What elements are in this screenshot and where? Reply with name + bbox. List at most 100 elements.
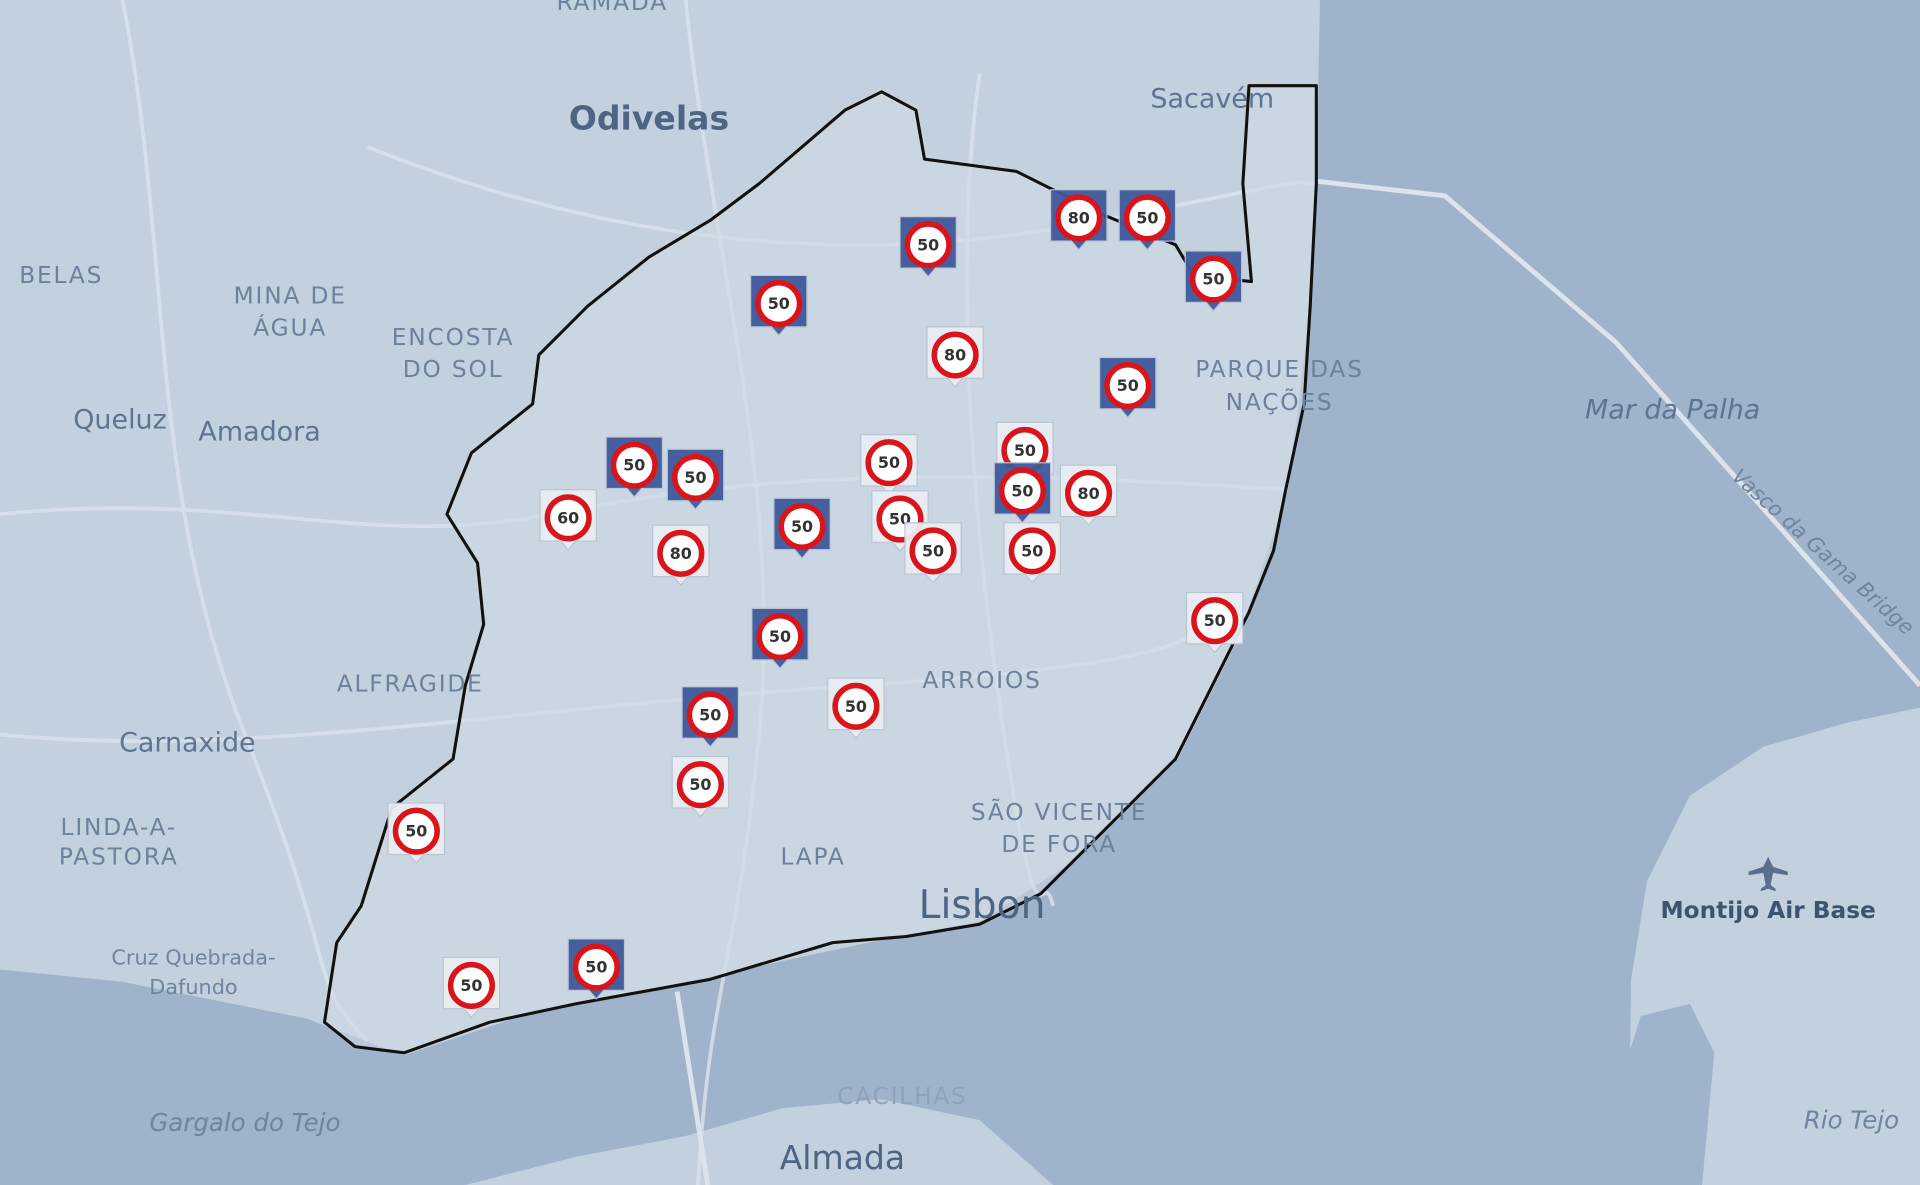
place-label: SÃO VICENTE <box>971 798 1148 826</box>
marker-label: 50 <box>768 294 790 313</box>
marker-sign <box>610 441 658 489</box>
place-label: DE FORA <box>1001 831 1117 858</box>
marker-sign <box>931 331 979 379</box>
marker-sign <box>544 494 592 542</box>
water-label: Rio Tejo <box>1804 1106 1899 1135</box>
speed-marker: 50 <box>1003 522 1062 584</box>
marker-sign <box>1008 527 1056 575</box>
place-label: BELAS <box>19 262 103 289</box>
marker-sign <box>998 467 1047 515</box>
place-label: PASTORA <box>59 843 179 870</box>
marker-label: 50 <box>878 453 900 472</box>
place-label: CACILHAS <box>837 1083 968 1110</box>
speed-marker: 50 <box>1098 356 1157 419</box>
marker-label: 50 <box>405 822 427 841</box>
marker-label: 50 <box>845 697 867 716</box>
speed-marker: 50 <box>671 755 730 818</box>
marker-label: 80 <box>670 544 692 563</box>
place-label: Almada <box>780 1138 905 1177</box>
peninsula-tip <box>1613 1003 1715 1185</box>
marker-label: 50 <box>1117 376 1139 395</box>
marker-label: 50 <box>1011 481 1033 500</box>
marker-label: 60 <box>557 508 579 527</box>
marker-label: 80 <box>1068 208 1090 227</box>
speed-marker: 50 <box>827 677 885 740</box>
marker-label: 80 <box>944 346 966 365</box>
marker-label: 50 <box>922 541 944 560</box>
marker-sign <box>755 280 803 328</box>
marker-label: 50 <box>699 705 721 724</box>
speed-marker: 50 <box>442 956 501 1019</box>
marker-sign <box>832 682 880 730</box>
marker-sign <box>1065 469 1113 517</box>
marker-sign <box>778 502 826 550</box>
speed-marker: 50 <box>899 216 957 278</box>
speed-marker: 50 <box>666 448 725 511</box>
place-label: Queluz <box>73 404 167 435</box>
marker-sign <box>1104 362 1152 410</box>
marker-label: 50 <box>769 627 791 646</box>
marker-sign <box>756 613 804 661</box>
speed-marker: 80 <box>652 524 710 587</box>
speed-marker: 50 <box>605 436 664 498</box>
speed-marker: 50 <box>751 607 809 670</box>
marker-label: 50 <box>1021 541 1043 560</box>
place-label: Dafundo <box>149 975 237 999</box>
marker-sign <box>657 529 705 577</box>
speed-marker: 80 <box>1050 189 1108 251</box>
marker-sign <box>671 453 720 501</box>
speed-marker: 50 <box>860 433 918 496</box>
place-label: ÁGUA <box>253 313 327 341</box>
place-label: MINA DE <box>234 283 347 310</box>
marker-label: 50 <box>1136 208 1158 227</box>
marker-label: 50 <box>917 235 939 254</box>
place-label: Cruz Quebrada- <box>111 946 275 970</box>
marker-sign <box>1055 194 1103 242</box>
airport-icon <box>1748 856 1788 892</box>
speed-marker: 50 <box>904 522 962 584</box>
marker-label: 50 <box>684 468 706 487</box>
speed-marker: 50 <box>1118 189 1177 251</box>
water-label: Gargalo do Tejo <box>149 1108 340 1137</box>
speed-marker: 50 <box>773 497 831 560</box>
speed-marker: 50 <box>993 462 1052 524</box>
marker-label: 50 <box>585 958 607 977</box>
markers: 50 50 80 50 50 80 50 50 50 60 80 50 50 50 80 50 50 50 50 50… <box>387 189 1244 1019</box>
place-label: Amadora <box>198 417 320 448</box>
bridge <box>1316 178 1920 688</box>
place-label: DO SOL <box>403 356 504 383</box>
place-label: RAMADA <box>556 0 668 16</box>
speed-marker: 50 <box>1184 250 1243 312</box>
place-label: ARROIOS <box>922 667 1041 694</box>
marker-label: 50 <box>1204 611 1226 630</box>
speed-marker: 50 <box>1185 591 1244 654</box>
speed-marker: 80 <box>926 326 984 388</box>
land-south <box>465 1099 1054 1185</box>
speed-marker: 50 <box>681 686 739 748</box>
marker-label: 50 <box>460 976 482 995</box>
marker-sign <box>686 691 734 739</box>
speed-marker: 60 <box>539 489 597 551</box>
marker-sign <box>676 761 724 809</box>
marker-sign <box>1189 255 1238 303</box>
marker-sign <box>909 527 957 575</box>
place-label: Odivelas <box>569 99 729 138</box>
place-label: LAPA <box>780 843 845 870</box>
marker-label: 50 <box>1014 441 1036 460</box>
place-label: PARQUE DAS <box>1195 356 1364 383</box>
marker-sign <box>904 221 952 269</box>
marker-sign <box>572 943 620 991</box>
marker-sign <box>1123 194 1171 242</box>
marker-sign <box>447 961 495 1010</box>
marker-label: 50 <box>1202 270 1224 289</box>
bridge <box>674 991 711 1185</box>
place-label: NAÇÕES <box>1226 387 1334 416</box>
speed-marker: 50 <box>387 802 446 864</box>
marker-sign <box>1191 597 1239 645</box>
speed-marker: 80 <box>1059 464 1118 527</box>
marker-sign <box>392 807 440 855</box>
place-label: Carnaxide <box>119 728 256 759</box>
place-label: Montijo Air Base <box>1660 897 1875 924</box>
place-label: Lisbon <box>919 883 1046 928</box>
